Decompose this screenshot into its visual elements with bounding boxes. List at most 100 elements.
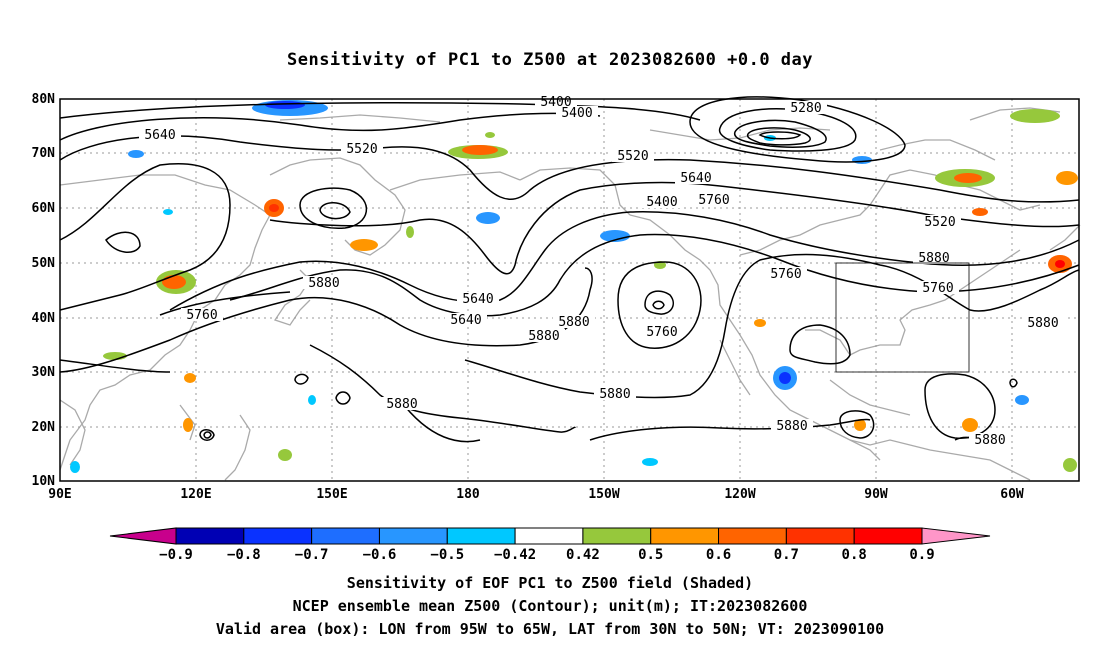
valid-area-box <box>835 262 970 373</box>
contour-label-bg <box>445 313 487 326</box>
colorbar-low-arrow <box>109 527 177 545</box>
colorbar-label: −0.42 <box>494 547 536 563</box>
lon-label: 90E <box>48 487 71 502</box>
contour-label: 5880 <box>974 433 1005 448</box>
contour-label-bg <box>457 292 499 305</box>
contour-label-bg <box>523 329 565 342</box>
contour-label-bg <box>917 281 959 294</box>
contour-label: 5880 <box>528 329 559 344</box>
colorbar-high-arrow <box>921 527 991 545</box>
contour-label: 5880 <box>386 397 417 412</box>
contour-label-bg <box>765 267 807 280</box>
contour-label: 5640 <box>680 171 711 186</box>
colorbar-label: 0.9 <box>909 547 934 563</box>
contour-label: 5520 <box>617 149 648 164</box>
contour-label-bg <box>612 149 654 162</box>
colorbar-labels: −0.9 −0.8 −0.7 −0.6 −0.5 −0.42 0.42 0.5 0.6 0.7 0.… <box>159 547 935 563</box>
contour-label: 5880 <box>918 251 949 266</box>
contour-label: 5760 <box>770 267 801 282</box>
lon-label: 150W <box>588 487 619 502</box>
contour-label-bg <box>969 433 1011 446</box>
colorbar-swatch <box>650 527 720 545</box>
contour-label-bg <box>641 325 683 338</box>
contour-label-bg <box>303 276 345 289</box>
colorbar-label: −0.5 <box>430 547 464 563</box>
z500-contours <box>59 96 1080 443</box>
colorbar-swatch <box>853 527 923 545</box>
colorbar-swatch <box>718 527 787 545</box>
lat-label: 70N <box>32 146 56 161</box>
lat-label: 80N <box>32 92 56 107</box>
contour-label: 5880 <box>599 387 630 402</box>
map-frame <box>59 98 1080 482</box>
lon-label: 120W <box>724 487 755 502</box>
contour-label: 5280 <box>790 101 821 116</box>
contour-label: 5880 <box>1027 316 1058 331</box>
colorbar-label: 0.5 <box>638 547 663 563</box>
colorbar-swatch <box>514 527 584 545</box>
contour-label: 5760 <box>698 193 729 208</box>
contour-label-bg <box>675 171 717 184</box>
longitude-axis: 90E 120E 150E 180 150W 120W 90W 60W <box>48 487 1024 502</box>
colorbar-swatch <box>378 527 448 545</box>
contour-label-bg <box>919 215 961 228</box>
colorbar-label: −0.7 <box>295 547 329 563</box>
contour-label-bg <box>594 387 636 400</box>
colorbar-label: 0.7 <box>774 547 799 563</box>
contour-label: 5760 <box>922 281 953 296</box>
colorbar <box>109 527 991 545</box>
lon-label: 120E <box>180 487 211 502</box>
colorbar-swatch <box>243 527 313 545</box>
lon-label: 180 <box>456 487 480 502</box>
colorbar-swatch <box>446 527 516 545</box>
contour-label-bg <box>553 315 595 328</box>
contour-label: 5400 <box>646 195 677 210</box>
lon-label: 150E <box>316 487 347 502</box>
colorbar-label: −0.9 <box>159 547 193 563</box>
contour-label: 5760 <box>186 308 217 323</box>
contour-label: 5880 <box>558 315 589 330</box>
colorbar-swatch <box>582 527 652 545</box>
contour-label-bg <box>181 308 223 321</box>
contour-label-bg <box>381 397 423 410</box>
contour-label: 5640 <box>144 128 175 143</box>
contour-label: 5520 <box>924 215 955 230</box>
colorbar-label: 0.6 <box>706 547 731 563</box>
contour-label-bg <box>771 419 813 432</box>
caption-shading: Sensitivity of EOF PC1 to Z500 field (Sh… <box>346 574 754 592</box>
lat-label: 40N <box>32 311 56 326</box>
lat-label: 60N <box>32 201 56 216</box>
contour-label: 5640 <box>462 292 493 307</box>
sensitivity-shading <box>70 100 1078 473</box>
contour-label: 5880 <box>776 419 807 434</box>
colorbar-swatch <box>311 527 380 545</box>
contour-label: 5640 <box>450 313 481 328</box>
caption-valid-area: Valid area (box): LON from 95W to 65W, L… <box>215 620 885 638</box>
contour-label-bg <box>913 251 955 264</box>
colorbar-swatch <box>175 527 245 545</box>
colorbar-swatch <box>785 527 855 545</box>
contour-label-bg <box>785 101 827 114</box>
contour-label-bg <box>693 193 735 206</box>
contour-label-bg <box>1022 316 1064 329</box>
lat-label: 10N <box>32 474 56 489</box>
caption-contour: NCEP ensemble mean Z500 (Contour); unit(… <box>292 597 808 615</box>
map-title: Sensitivity of PC1 to Z500 at 2023082600… <box>286 50 813 70</box>
colorbar-label: 0.8 <box>842 547 867 563</box>
lat-label: 30N <box>32 365 56 380</box>
latitude-axis: 80N 70N 60N 50N 40N 30N 20N 10N <box>32 92 56 489</box>
contour-label-bg <box>556 106 598 119</box>
colorbar-label: 0.42 <box>566 547 600 563</box>
colorbar-label: −0.8 <box>227 547 261 563</box>
contour-label: 5760 <box>646 325 677 340</box>
contour-label: 5880 <box>308 276 339 291</box>
contour-label-bg <box>341 142 383 155</box>
contour-label-bg <box>139 128 181 141</box>
contour-label: 5520 <box>346 142 377 157</box>
contour-label: 5400 <box>561 106 592 121</box>
lon-label: 90W <box>864 487 888 502</box>
lat-label: 50N <box>32 256 56 271</box>
lon-label: 60W <box>1000 487 1024 502</box>
